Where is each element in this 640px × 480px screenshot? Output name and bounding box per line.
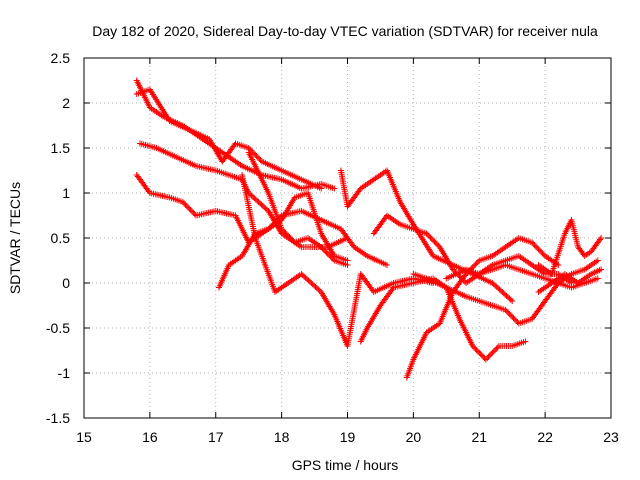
- series-track-12: [410, 257, 601, 327]
- axis-ticks: 15 16 17 18 19 20 21 22 23 -1.5 -1 -0.5 0 0.5 1 1.5 2 2.5: [46, 50, 619, 445]
- series-markers: [410, 257, 601, 327]
- x-tick-label: 15: [76, 429, 92, 445]
- series-track-6: [239, 172, 437, 349]
- series-markers: [133, 86, 325, 192]
- chart-title: Day 182 of 2020, Sidereal Day-to-day VTE…: [92, 23, 598, 39]
- series-markers: [357, 275, 529, 363]
- series-track-2: [133, 86, 325, 192]
- plot-frame: [83, 57, 612, 419]
- series-track-10: [403, 235, 562, 381]
- y-tick-label: 2: [62, 95, 70, 111]
- x-tick-label: 23: [603, 429, 619, 445]
- series-markers: [535, 217, 605, 277]
- series-markers: [370, 212, 575, 286]
- series-markers: [245, 149, 351, 268]
- series-markers: [443, 262, 601, 291]
- grid-lines: [84, 58, 611, 418]
- series-track-11: [370, 212, 575, 286]
- series-track-1: [133, 77, 338, 192]
- y-tick-label: 0: [62, 275, 70, 291]
- x-tick-label: 17: [208, 429, 224, 445]
- y-tick-label: -1.5: [46, 410, 70, 426]
- series-markers: [216, 190, 351, 291]
- y-tick-label: 1: [62, 185, 70, 201]
- series-markers: [133, 77, 338, 192]
- x-tick-label: 22: [537, 429, 553, 445]
- x-tick-label: 20: [406, 429, 422, 445]
- data-points: [133, 77, 605, 381]
- series-track-13: [443, 262, 601, 291]
- y-axis-label: SDTVAR / TECUs: [7, 182, 23, 294]
- x-tick-label: 16: [142, 429, 158, 445]
- x-tick-label: 19: [340, 429, 356, 445]
- series-track-15: [535, 266, 605, 295]
- y-tick-label: 0.5: [51, 230, 71, 246]
- series-track-7: [245, 149, 351, 268]
- y-tick-label: -1: [58, 365, 71, 381]
- series-markers: [239, 172, 437, 349]
- series-markers: [535, 266, 605, 295]
- x-axis-label: GPS time / hours: [292, 457, 399, 473]
- series-track-5: [216, 190, 351, 291]
- x-tick-label: 18: [274, 429, 290, 445]
- series-markers: [403, 235, 562, 381]
- series-track-14: [535, 217, 605, 277]
- y-tick-label: 1.5: [51, 140, 71, 156]
- series-track-9: [357, 275, 529, 363]
- y-tick-label: 2.5: [51, 50, 71, 66]
- y-tick-label: -0.5: [46, 320, 70, 336]
- x-tick-label: 21: [471, 429, 487, 445]
